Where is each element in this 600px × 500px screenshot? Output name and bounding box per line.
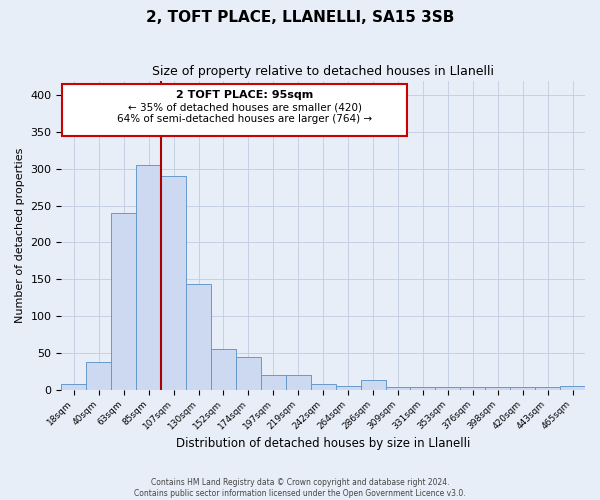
Bar	[236, 356, 261, 390]
Bar	[361, 380, 386, 390]
Bar	[386, 388, 410, 390]
Text: 2, TOFT PLACE, LLANELLI, SA15 3SB: 2, TOFT PLACE, LLANELLI, SA15 3SB	[146, 10, 454, 25]
Bar	[136, 165, 161, 390]
Bar	[485, 388, 510, 390]
Y-axis label: Number of detached properties: Number of detached properties	[15, 148, 25, 323]
Bar	[535, 388, 560, 390]
Bar	[560, 386, 585, 390]
Bar	[261, 375, 286, 390]
Bar	[510, 388, 535, 390]
Bar	[460, 388, 485, 390]
Title: Size of property relative to detached houses in Llanelli: Size of property relative to detached ho…	[152, 65, 494, 78]
FancyBboxPatch shape	[62, 84, 407, 136]
Bar	[111, 213, 136, 390]
Bar	[436, 388, 460, 390]
Text: 64% of semi-detached houses are larger (764) →: 64% of semi-detached houses are larger (…	[117, 114, 372, 124]
Bar	[161, 176, 186, 390]
Bar	[311, 384, 335, 390]
Bar	[61, 384, 86, 390]
Bar	[86, 362, 111, 390]
Bar	[410, 388, 436, 390]
X-axis label: Distribution of detached houses by size in Llanelli: Distribution of detached houses by size …	[176, 437, 470, 450]
Text: ← 35% of detached houses are smaller (420): ← 35% of detached houses are smaller (42…	[128, 102, 362, 112]
Text: Contains HM Land Registry data © Crown copyright and database right 2024.
Contai: Contains HM Land Registry data © Crown c…	[134, 478, 466, 498]
Text: 2 TOFT PLACE: 95sqm: 2 TOFT PLACE: 95sqm	[176, 90, 313, 101]
Bar	[335, 386, 361, 390]
Bar	[186, 284, 211, 390]
Bar	[286, 375, 311, 390]
Bar	[211, 349, 236, 390]
